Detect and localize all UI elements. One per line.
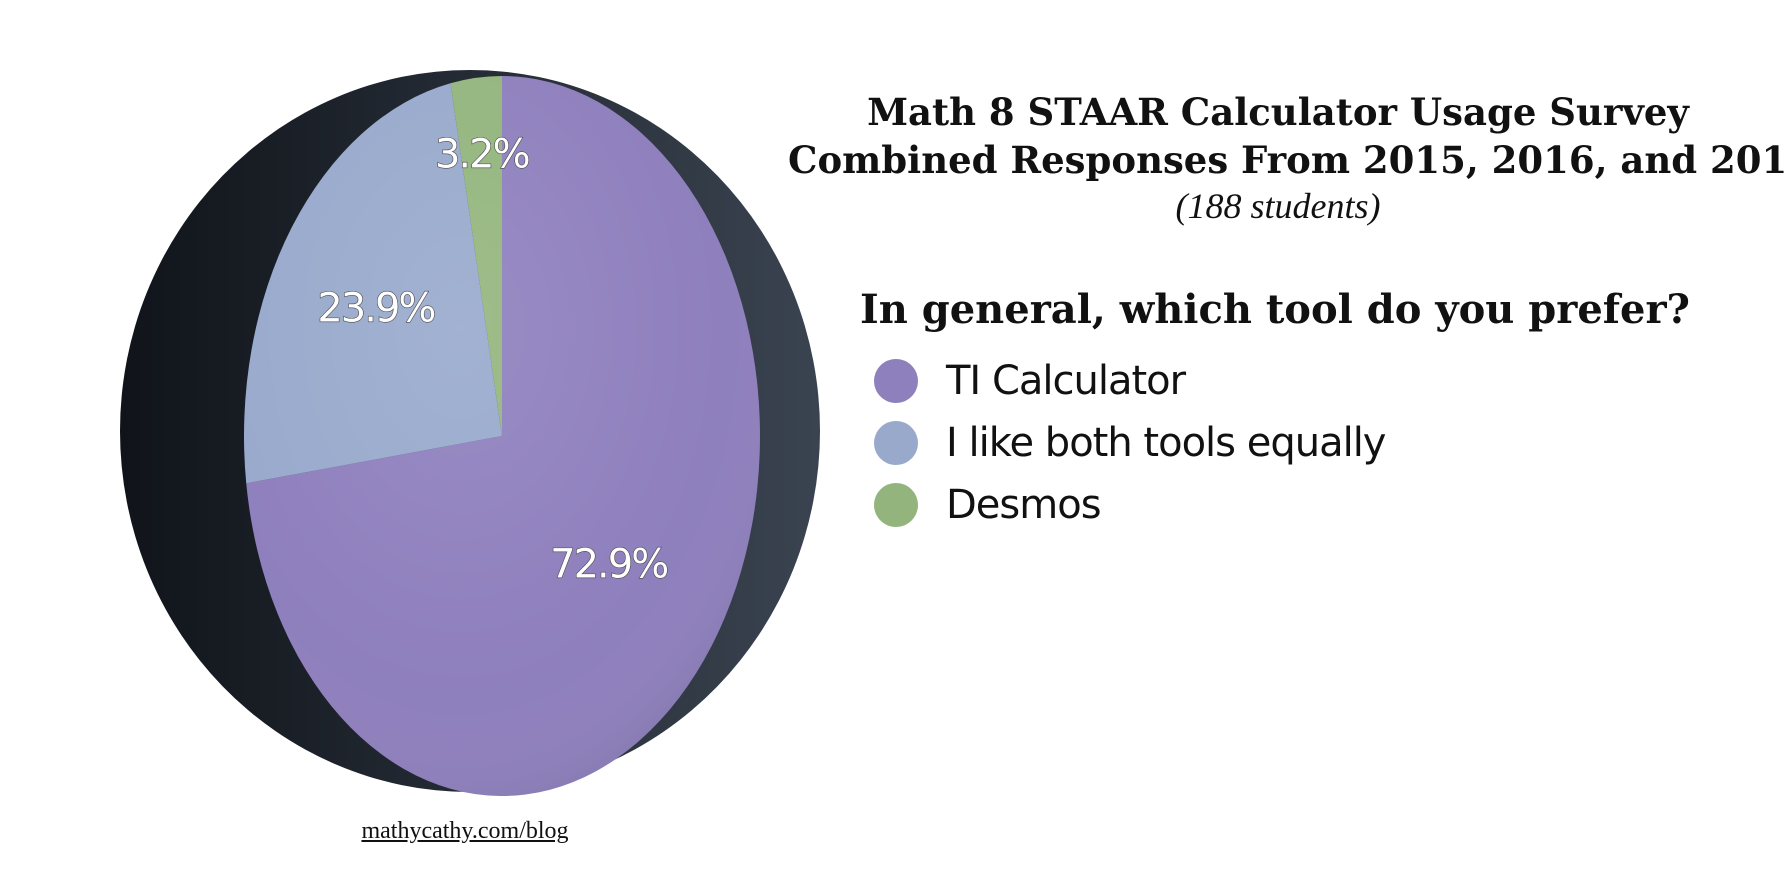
legend-item-desmos: Desmos xyxy=(874,474,1385,536)
legend-swatch-ti-calculator xyxy=(874,359,918,403)
survey-question: In general, which tool do you prefer? xyxy=(860,286,1690,333)
legend-swatch-both-tools xyxy=(874,421,918,465)
chart-title-block: Math 8 STAAR Calculator Usage Survey Com… xyxy=(788,88,1788,228)
blog-credit: mathycathy.com/blog xyxy=(361,818,569,844)
legend-label-desmos: Desmos xyxy=(946,482,1102,528)
pie-label-desmos: 3.2% xyxy=(435,132,529,178)
pie-value-labels: 72.9% 23.9% 3.2% xyxy=(317,131,670,588)
pie-label-both-tools: 23.9% xyxy=(317,286,434,332)
legend-item-both-tools: I like both tools equally xyxy=(874,412,1386,474)
pie-slices xyxy=(243,76,760,796)
chart-title-line-2: Combined Responses From 2015, 2016, and … xyxy=(788,138,1788,182)
pie-label-ti-calculator: 72.9% xyxy=(550,542,667,588)
legend-swatch-desmos xyxy=(874,483,918,527)
chart-subtitle: (188 students) xyxy=(1175,186,1381,226)
chart-title-line-1: Math 8 STAAR Calculator Usage Survey xyxy=(867,90,1689,134)
legend: TI Calculator I like both tools equally … xyxy=(874,350,1386,536)
legend-label-ti-calculator: TI Calculator xyxy=(946,358,1186,404)
legend-label-both-tools: I like both tools equally xyxy=(946,420,1386,466)
legend-item-ti-calculator: TI Calculator xyxy=(874,350,1385,412)
